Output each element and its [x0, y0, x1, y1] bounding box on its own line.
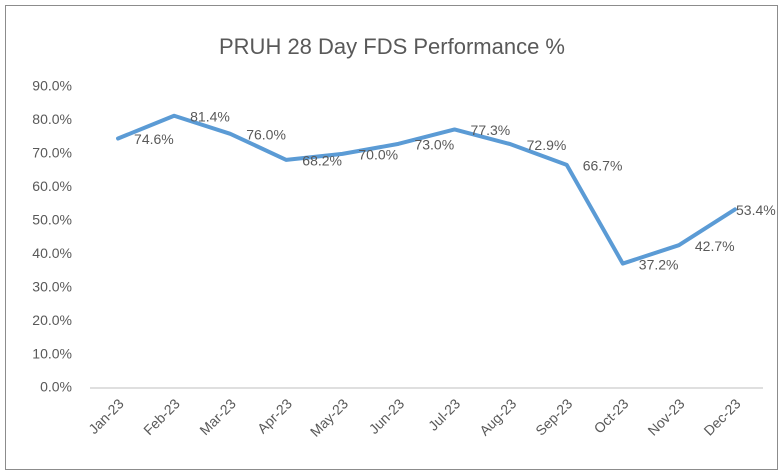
data-label: 66.7% [583, 158, 623, 174]
y-tick-label: 40.0% [32, 245, 72, 261]
y-tick-label: 20.0% [32, 312, 72, 328]
y-tick-label: 80.0% [32, 111, 72, 127]
data-label: 81.4% [190, 108, 230, 124]
data-label: 53.4% [736, 202, 776, 218]
data-label: 37.2% [639, 256, 679, 272]
y-tick-label: 60.0% [32, 178, 72, 194]
y-tick-label: 30.0% [32, 278, 72, 294]
data-label: 73.0% [414, 137, 454, 153]
chart-frame [5, 5, 778, 470]
data-label: 77.3% [471, 122, 511, 138]
y-tick-label: 50.0% [32, 211, 72, 227]
data-line [116, 113, 737, 266]
data-label: 76.0% [246, 127, 286, 143]
y-tick-label: 0.0% [40, 379, 72, 395]
y-tick-label: 90.0% [32, 78, 72, 94]
data-label: 42.7% [695, 238, 735, 254]
data-label: 72.9% [527, 137, 567, 153]
y-tick-label: 10.0% [32, 345, 72, 361]
y-tick-label: 70.0% [32, 145, 72, 161]
data-label: 74.6% [134, 131, 174, 147]
data-label: 68.2% [302, 153, 342, 169]
chart-title: PRUH 28 Day FDS Performance % [219, 34, 565, 59]
data-label: 70.0% [358, 147, 398, 163]
